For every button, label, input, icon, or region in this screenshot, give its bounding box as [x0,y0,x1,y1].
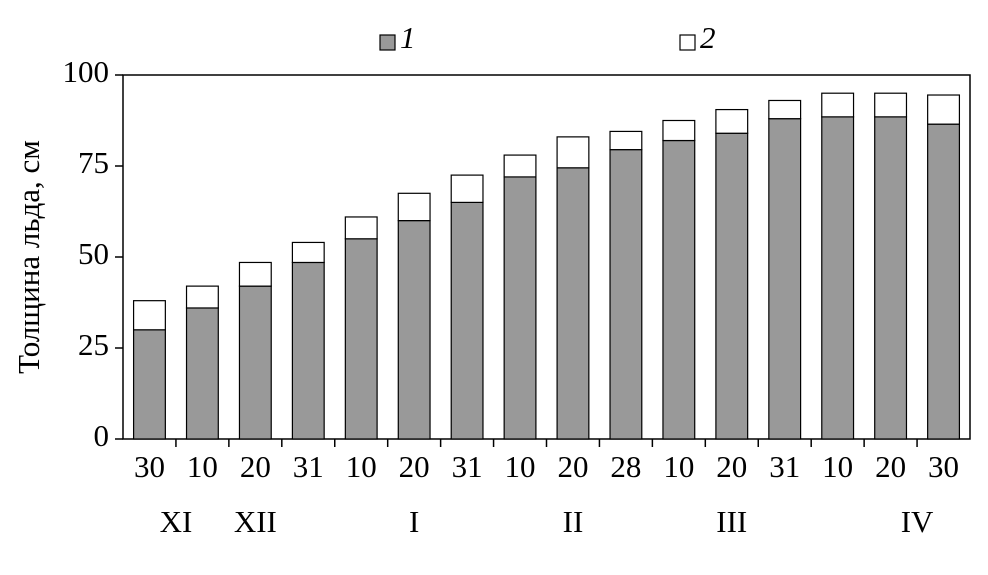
bar-segment [768,99,802,120]
bar-segment [344,216,378,240]
bar-segment [874,92,908,118]
x-tick-label: 10 [663,449,694,484]
month-label: II [563,504,584,539]
bar-segment [927,94,961,125]
x-tick-label: 28 [610,449,641,484]
month-label: XII [234,504,277,539]
legend-swatch [379,34,396,51]
y-tick-label: 100 [63,54,110,89]
x-tick-label: 20 [557,449,588,484]
bar-segment [662,139,696,440]
bar-segment [821,92,855,118]
y-tick-label: 25 [78,327,109,362]
bar-segment [397,220,431,440]
bar-segment [291,241,325,264]
bar-segment [874,116,908,440]
bar-segment [132,300,166,331]
x-tick-label: 10 [822,449,853,484]
x-tick-label: 30 [134,449,165,484]
x-tick-label: 20 [875,449,906,484]
bar-segment [556,167,590,440]
month-label: I [409,504,419,539]
bar-segment [185,307,219,440]
month-label: III [716,504,747,539]
x-tick-label: 10 [346,449,377,484]
x-tick-label: 30 [928,449,959,484]
bar-segment [927,123,961,440]
legend-label: 2 [700,20,716,55]
bar-segment [503,154,537,178]
y-tick-label: 0 [94,418,110,453]
bar-segment [503,176,537,440]
bar-segment [768,118,802,440]
x-tick-label: 10 [187,449,218,484]
bar-segment [609,149,643,440]
y-axis-label: Толщина льда, см [11,140,46,374]
bar-segment [238,285,272,440]
x-tick-label: 20 [716,449,747,484]
bar-segment [556,136,590,169]
bar-segment [450,174,484,204]
x-tick-label: 31 [769,449,800,484]
y-tick-label: 75 [78,145,109,180]
month-label: XI [160,504,193,539]
bar-segment [344,238,378,440]
bar-segment [132,329,166,440]
legend-swatch [679,34,696,51]
bar-segment [715,132,749,440]
y-tick-label: 50 [78,236,109,271]
bar-segment [715,108,749,134]
x-tick-label: 10 [505,449,536,484]
bar-segment [291,261,325,440]
x-tick-label: 20 [240,449,271,484]
x-tick-label: 31 [452,449,483,484]
x-tick-label: 31 [293,449,324,484]
bar-segment [662,119,696,142]
bar-segment [821,116,855,440]
bar-segment [397,192,431,222]
legend-label: 1 [400,20,416,55]
bar-segment [238,261,272,287]
month-label: IV [901,504,934,539]
bar-segment [185,285,219,309]
bar-segment [609,130,643,151]
bar-segment [450,201,484,440]
x-tick-label: 20 [399,449,430,484]
